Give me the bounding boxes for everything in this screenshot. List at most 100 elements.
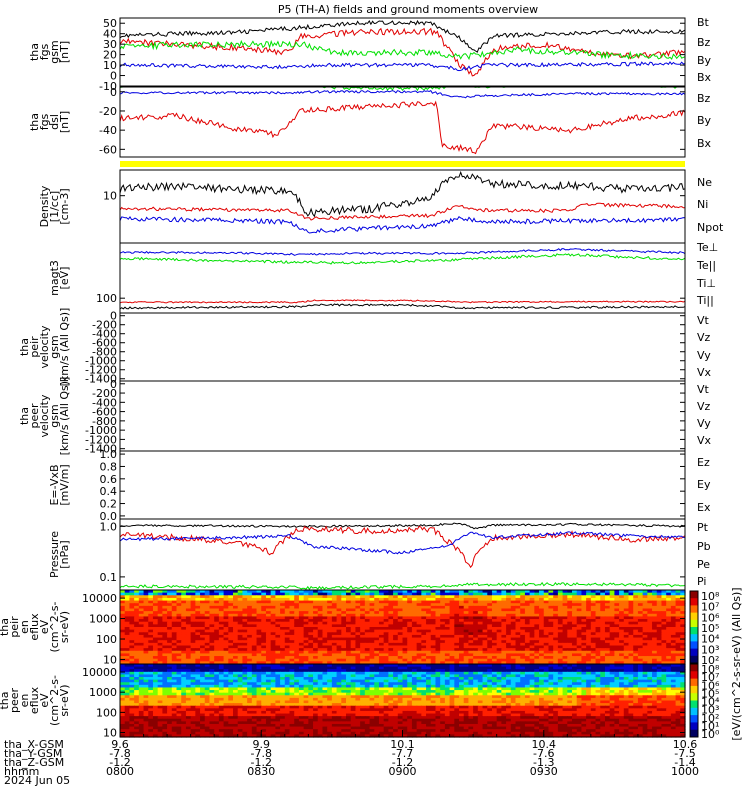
spectrogram-cell <box>656 679 663 683</box>
spectrogram-cell <box>181 640 187 644</box>
spectrogram-cell <box>294 661 300 665</box>
spectrogram-cell <box>298 595 305 599</box>
spectrogram-cell <box>200 629 206 633</box>
spectrogram-cell <box>604 616 611 620</box>
spectrogram-cell <box>586 624 592 628</box>
spectrogram-cell <box>336 619 342 623</box>
spectrogram-cell <box>303 692 309 696</box>
spectrogram-cell <box>416 671 422 676</box>
spectrogram-cell <box>623 608 630 612</box>
spectrogram-cell <box>261 640 267 644</box>
spectrogram-cell <box>633 629 639 633</box>
spectrogram-cell <box>670 637 677 641</box>
spectrogram-cell <box>623 677 630 681</box>
spectrogram-cell <box>233 611 239 615</box>
spectrogram-cell <box>407 640 413 644</box>
spectrogram-cell <box>355 637 361 641</box>
spectrogram-cell <box>284 653 291 657</box>
spectrogram-cell <box>251 634 258 639</box>
spectrogram-cell <box>501 613 507 618</box>
spectrogram-cell <box>553 687 559 691</box>
spectrogram-cell <box>143 632 149 636</box>
spectrogram-cell <box>557 658 564 662</box>
spectrogram-cell <box>313 629 319 633</box>
spectrogram-cell <box>473 645 479 649</box>
spectrogram-cell <box>360 608 366 612</box>
spectrogram-cell <box>421 645 427 649</box>
spectrogram-cell <box>383 600 389 604</box>
spectrogram-cell <box>148 621 154 625</box>
spectrogram-cell <box>261 632 267 636</box>
spectrogram-cell <box>280 595 286 599</box>
spectrogram-cell <box>204 648 211 652</box>
spectrogram-cell <box>374 679 380 683</box>
spectrogram-cell <box>444 603 451 607</box>
spectrogram-cell <box>176 624 182 628</box>
spectrogram-cell <box>167 616 173 620</box>
spectrogram-cell <box>237 642 244 647</box>
spectrogram-cell <box>524 611 531 615</box>
spectrogram-cell <box>487 692 493 696</box>
spectrogram-cell <box>218 656 225 660</box>
spectrogram-cell <box>652 671 658 676</box>
spectrogram-cell <box>567 603 573 607</box>
spectrogram-cell <box>270 674 276 678</box>
spectrogram-cell <box>534 682 540 686</box>
spectrogram-cell <box>341 684 347 689</box>
spectrogram-cell <box>298 616 305 620</box>
spectrogram-cell <box>313 661 319 665</box>
spectrogram-cell <box>430 629 437 633</box>
spectrogram-cell <box>143 603 149 607</box>
spectrogram-cell <box>237 692 244 696</box>
spectrogram-cell <box>138 624 145 628</box>
spectrogram-cell <box>576 645 583 649</box>
spectrogram-cell <box>317 642 324 647</box>
spectrogram-cell <box>473 634 479 639</box>
spectrogram-cell <box>515 664 521 668</box>
spectrogram-cell <box>331 645 338 649</box>
spectrogram-cell <box>223 634 229 639</box>
spectrogram-cell <box>176 616 182 620</box>
spectrogram-cell <box>327 692 333 696</box>
legend-Bz: Bz <box>697 36 711 49</box>
spectrogram-cell <box>294 624 300 628</box>
spectrogram-cell <box>642 590 648 594</box>
spectrogram-cell <box>600 613 606 618</box>
spectrogram-cell <box>444 637 451 641</box>
spectrogram-cell <box>322 627 328 631</box>
spectrogram-cell <box>134 656 140 660</box>
spectrogram-cell <box>360 637 366 641</box>
spectrogram-cell <box>331 666 338 670</box>
spectrogram-cell <box>233 592 239 596</box>
spectrogram-cell <box>444 692 451 696</box>
spectrogram-cell <box>185 590 192 594</box>
spectrogram-cell <box>463 603 470 607</box>
spectrogram-cell <box>515 629 521 633</box>
spectrogram-cell <box>148 645 154 649</box>
spectrogram-cell <box>350 629 357 633</box>
spectrogram-cell <box>218 669 225 673</box>
spectrogram-cell <box>152 679 159 683</box>
spectrogram-cell <box>195 600 201 604</box>
spectrogram-cell <box>463 642 470 647</box>
spectrogram-cell <box>614 632 620 636</box>
spectrogram-cell <box>397 645 404 649</box>
spectrogram-cell <box>633 637 639 641</box>
spectrogram-cell <box>510 624 517 628</box>
spectrogram-cell <box>430 658 437 662</box>
y-axis-label: (cm^2-s- <box>48 602 61 653</box>
spectrogram-cell <box>383 597 389 602</box>
spectrogram-cell <box>619 603 625 607</box>
spectrogram-cell <box>463 624 470 628</box>
spectrogram-cell <box>369 692 375 696</box>
spectrogram-cell <box>233 682 239 686</box>
spectrogram-cell <box>383 682 389 686</box>
spectrogram-cell <box>209 611 215 615</box>
spectrogram-cell <box>449 682 455 686</box>
spectrogram-cell <box>355 666 361 670</box>
spectrogram-cell <box>524 674 531 678</box>
y-tick-label: 50 <box>103 17 117 30</box>
spectrogram-cell <box>209 619 215 623</box>
spectrogram-cell <box>411 621 418 625</box>
spectrogram-cell <box>543 637 550 641</box>
